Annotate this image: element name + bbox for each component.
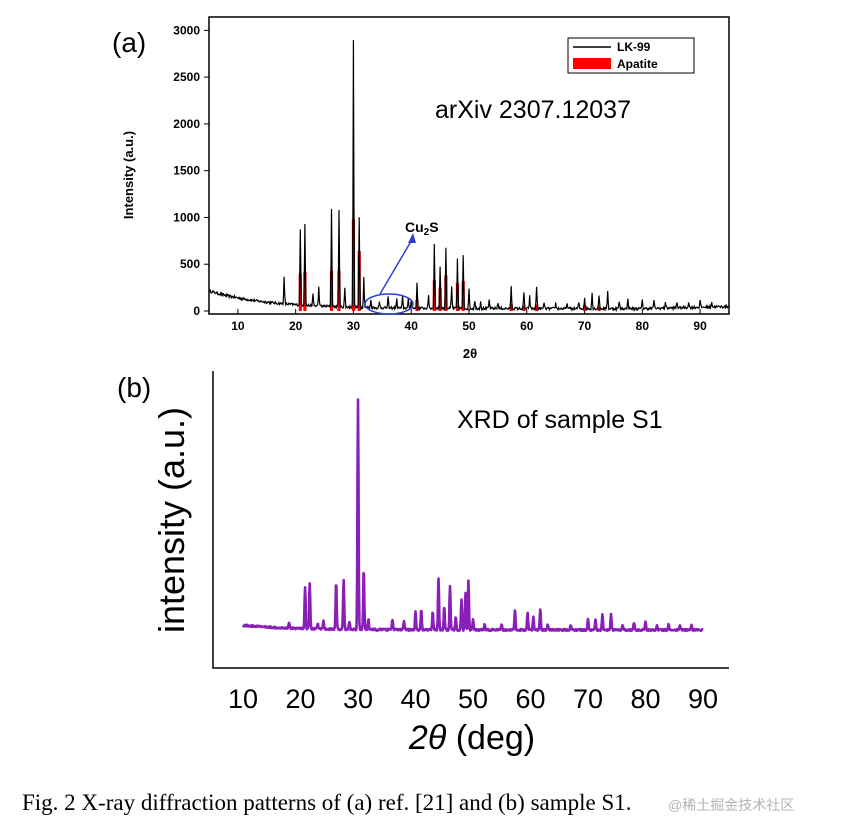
- b-xtick-label-5: 60: [515, 684, 545, 714]
- a-xtick-label-1: 20: [289, 319, 303, 333]
- b-xtick-label-6: 70: [573, 684, 603, 714]
- panel-a-xlabel: 2θ: [463, 346, 477, 361]
- panel-b-series: [241, 398, 704, 633]
- panel-a-series: [208, 40, 730, 313]
- apatite-bar-11: [461, 281, 465, 311]
- watermark: @稀土掘金技术社区: [668, 797, 794, 813]
- panel-a-ylabel: Intensity (a.u.): [121, 131, 136, 219]
- panel-b-axes: [212, 371, 729, 669]
- legend-apatite-label: Apatite: [617, 57, 658, 71]
- a-xtick-label-8: 90: [693, 319, 707, 333]
- a-xtick-label-0: 10: [231, 319, 245, 333]
- a-xtick-label-4: 50: [462, 319, 476, 333]
- a-ytick-label-6: 3000: [173, 23, 200, 37]
- a-ytick-label-1: 500: [180, 257, 200, 271]
- apatite-bar-6: [415, 299, 419, 311]
- apatite-bar-1: [303, 271, 307, 311]
- panel-b-label: (b): [117, 372, 151, 403]
- b-xtick-label-2: 30: [343, 684, 373, 714]
- apatite-bar-10: [455, 282, 460, 311]
- apatite-bar-0: [298, 273, 302, 311]
- apatite-bar-8: [438, 287, 442, 311]
- panel-a-title: arXiv 2307.12037: [435, 96, 631, 124]
- a-xtick-label-5: 60: [520, 319, 534, 333]
- apatite-bar-13: [522, 305, 526, 311]
- panel-a-x-ticks: 10 20 30 40 50 60 70 80 90: [231, 309, 707, 333]
- a-ytick-label-4: 2000: [173, 117, 200, 131]
- a-ytick-label-3: 1500: [173, 164, 200, 178]
- apatite-bar-3: [337, 270, 341, 311]
- apatite-bar-4: [351, 219, 356, 311]
- b-xtick-label-0: 10: [228, 684, 258, 714]
- panel-b-xlabel: 2θ (deg): [408, 719, 535, 757]
- cu2s-ellipse: [364, 293, 414, 315]
- a-xtick-label-7: 80: [636, 319, 650, 333]
- a-xtick-label-6: 70: [578, 319, 592, 333]
- figure-caption: Fig. 2 X-ray diffraction patterns of (a)…: [22, 790, 632, 815]
- apatite-bar-12: [509, 303, 513, 311]
- a-ytick-label-2: 1000: [173, 210, 200, 224]
- cu2s-arrowhead: [408, 233, 416, 243]
- apatite-bar-16: [597, 306, 601, 311]
- panel-b-x-ticks: 10 20 30 40 50 60 70 80 90: [228, 684, 718, 714]
- b-xtick-label-4: 50: [458, 684, 488, 714]
- a-xtick-label-2: 30: [347, 319, 361, 333]
- apatite-bar-2: [329, 270, 334, 311]
- b-xtick-label-3: 40: [400, 684, 430, 714]
- panel-b-title: XRD of sample S1: [457, 406, 663, 434]
- a-ytick-label-5: 2500: [173, 70, 200, 84]
- panel-b-ylabel: intensity (a.u.): [151, 407, 192, 633]
- panel-a-y-ticks: 0 500 1000 1500 2000 2500 3000: [173, 23, 209, 318]
- panel-b: (b) XRD of sample S1 intensity (a.u.) 2θ…: [117, 371, 729, 757]
- apatite-bar-9: [444, 275, 448, 311]
- apatite-bar-5: [357, 251, 361, 311]
- a-ytick-label-0: 0: [193, 304, 200, 318]
- b-xtick-label-7: 80: [630, 684, 660, 714]
- lk99-series-line: [208, 40, 730, 313]
- b-xtick-label-1: 20: [285, 684, 315, 714]
- legend-lk99-label: LK-99: [617, 40, 651, 54]
- apatite-bar-15: [582, 305, 587, 311]
- panel-a: (a) arXiv 2307.12037 2θ Intensity (a.u.)…: [112, 16, 730, 361]
- a-xtick-label-3: 40: [405, 319, 419, 333]
- cu2s-arrow: [379, 237, 414, 295]
- panel-a-legend: LK-99 Apatite: [567, 37, 695, 74]
- legend-apatite-swatch: [573, 58, 611, 69]
- b-xtick-label-8: 90: [688, 684, 718, 714]
- s1-series-line: [241, 398, 704, 633]
- apatite-bar-7: [432, 280, 436, 311]
- panel-a-label: (a): [112, 27, 146, 58]
- apatite-bar-14: [535, 304, 539, 311]
- cu2s-annotation: Cu2S: [405, 219, 439, 238]
